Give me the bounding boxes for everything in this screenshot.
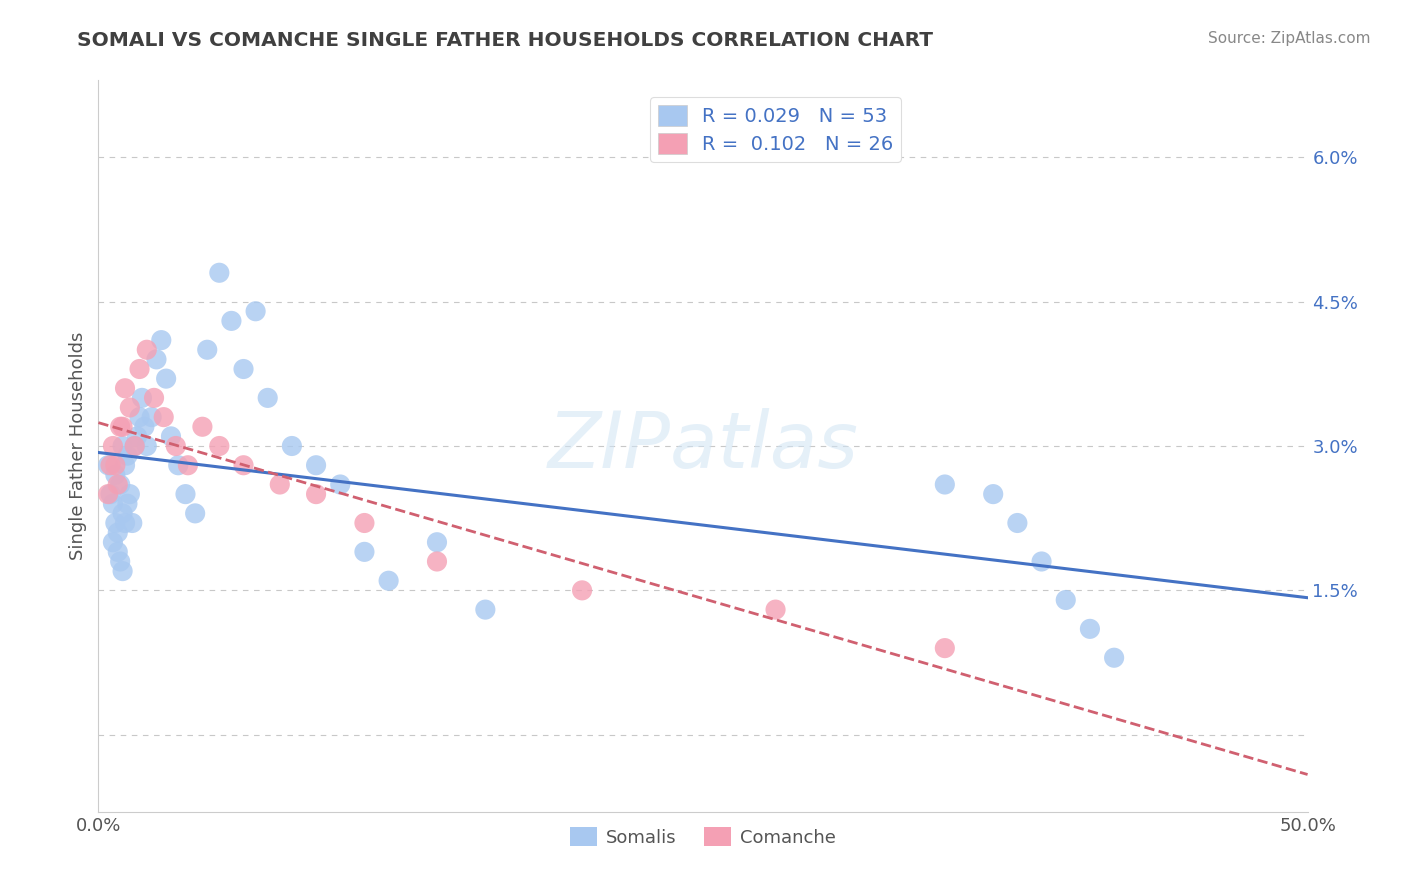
- Point: [426, 554, 449, 568]
- Point: [426, 535, 449, 549]
- Point: [981, 487, 1004, 501]
- Point: [474, 602, 496, 616]
- Point: [100, 458, 122, 473]
- Text: Source: ZipAtlas.com: Source: ZipAtlas.com: [1208, 31, 1371, 46]
- Point: [208, 266, 231, 280]
- Point: [100, 487, 122, 501]
- Point: [107, 525, 129, 540]
- Point: [104, 516, 127, 530]
- Point: [114, 458, 136, 473]
- Point: [167, 458, 190, 473]
- Point: [97, 487, 120, 501]
- Point: [128, 362, 150, 376]
- Text: SOMALI VS COMANCHE SINGLE FATHER HOUSEHOLDS CORRELATION CHART: SOMALI VS COMANCHE SINGLE FATHER HOUSEHO…: [77, 31, 934, 50]
- Point: [114, 381, 136, 395]
- Point: [145, 352, 167, 367]
- Point: [101, 497, 124, 511]
- Point: [256, 391, 278, 405]
- Point: [134, 419, 156, 434]
- Point: [1078, 622, 1101, 636]
- Point: [124, 439, 146, 453]
- Point: [174, 487, 197, 501]
- Point: [111, 439, 134, 453]
- Point: [127, 429, 149, 443]
- Point: [281, 439, 304, 453]
- Point: [135, 343, 157, 357]
- Point: [111, 507, 134, 521]
- Point: [101, 439, 124, 453]
- Point: [118, 401, 141, 415]
- Point: [353, 545, 375, 559]
- Point: [934, 641, 956, 656]
- Point: [150, 333, 173, 347]
- Point: [765, 602, 787, 616]
- Point: [121, 516, 143, 530]
- Point: [111, 564, 134, 578]
- Point: [131, 391, 153, 405]
- Point: [155, 371, 177, 385]
- Point: [184, 507, 207, 521]
- Point: [107, 477, 129, 491]
- Point: [1102, 650, 1125, 665]
- Point: [143, 391, 166, 405]
- Point: [128, 410, 150, 425]
- Point: [108, 554, 131, 568]
- Point: [108, 477, 131, 491]
- Point: [141, 410, 163, 425]
- Point: [571, 583, 593, 598]
- Legend: Somalis, Comanche: Somalis, Comanche: [562, 820, 844, 854]
- Point: [353, 516, 375, 530]
- Point: [191, 419, 214, 434]
- Point: [160, 429, 183, 443]
- Point: [177, 458, 200, 473]
- Point: [108, 419, 131, 434]
- Point: [232, 362, 254, 376]
- Point: [1054, 593, 1077, 607]
- Text: ZIPatlas: ZIPatlas: [547, 408, 859, 484]
- Point: [107, 545, 129, 559]
- Point: [305, 458, 328, 473]
- Point: [269, 477, 291, 491]
- Point: [152, 410, 174, 425]
- Point: [232, 458, 254, 473]
- Point: [165, 439, 187, 453]
- Y-axis label: Single Father Households: Single Father Households: [69, 332, 87, 560]
- Point: [135, 439, 157, 453]
- Point: [114, 516, 136, 530]
- Point: [117, 497, 139, 511]
- Point: [104, 467, 127, 482]
- Point: [305, 487, 328, 501]
- Point: [195, 343, 218, 357]
- Point: [377, 574, 399, 588]
- Point: [101, 535, 124, 549]
- Point: [124, 439, 146, 453]
- Point: [97, 458, 120, 473]
- Point: [104, 458, 127, 473]
- Point: [221, 314, 243, 328]
- Point: [117, 449, 139, 463]
- Point: [1007, 516, 1029, 530]
- Point: [111, 419, 134, 434]
- Point: [118, 487, 141, 501]
- Point: [1031, 554, 1053, 568]
- Point: [245, 304, 267, 318]
- Point: [934, 477, 956, 491]
- Point: [208, 439, 231, 453]
- Point: [329, 477, 352, 491]
